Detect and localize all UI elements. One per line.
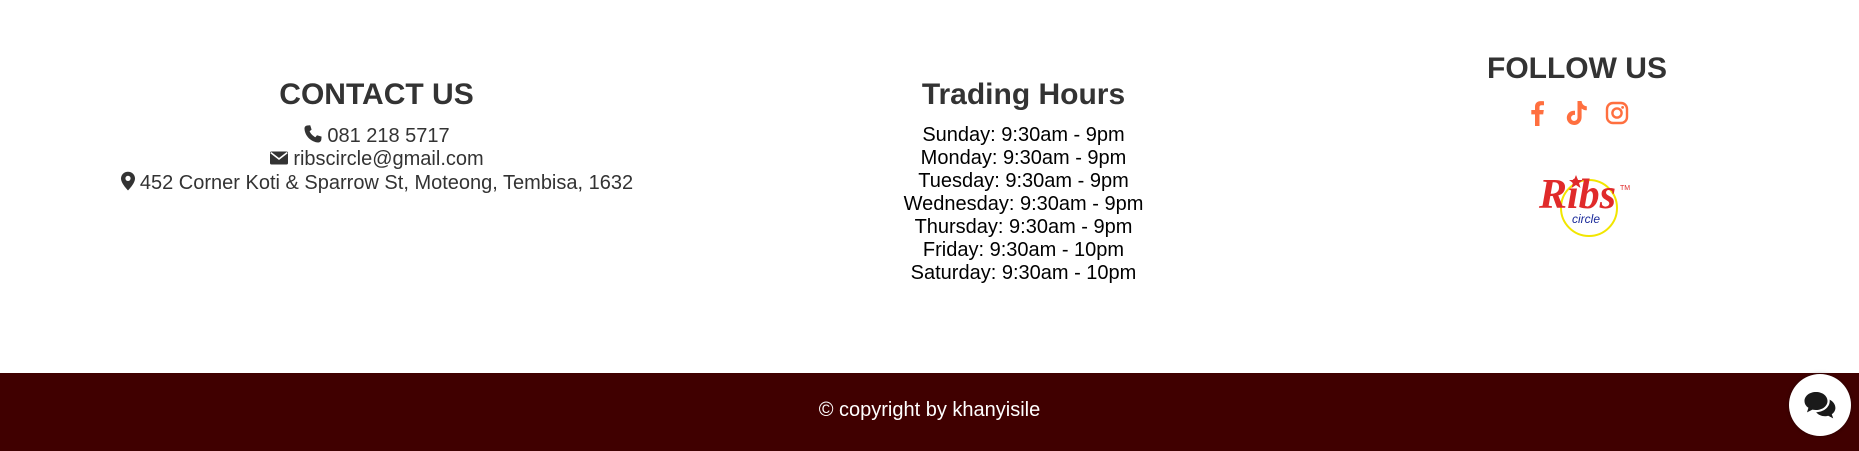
- contact-email: ribscircle@gmail.com: [293, 148, 484, 170]
- hours-line-thursday: Thursday: 9:30am - 9pm: [914, 216, 1133, 238]
- envelope-icon: [270, 151, 289, 165]
- follow-us-column: FOLLOW US: [1420, 52, 1734, 246]
- hours-line-saturday: Saturday: 9:30am - 10pm: [910, 262, 1137, 284]
- logo-star-icon: [1569, 175, 1583, 188]
- tiktok-icon: [1566, 101, 1587, 125]
- trading-hours-list: Sunday: 9:30am - 9pm Monday: 9:30am - 9p…: [860, 124, 1187, 285]
- map-marker-icon: [120, 171, 135, 191]
- ribs-circle-logo-image: Ribs circle TM: [1538, 172, 1630, 237]
- follow-us-title: FOLLOW US: [1487, 52, 1667, 85]
- contact-phone-line[interactable]: 081 218 5717: [100, 124, 653, 148]
- instagram-icon: [1605, 101, 1629, 125]
- ribs-circle-logo: Ribs circle TM: [1517, 156, 1637, 246]
- copyright-text: © copyright by khanyisile: [818, 399, 1041, 421]
- hours-line-sunday: Sunday: 9:30am - 9pm: [922, 124, 1125, 146]
- contact-column: CONTACT US 081 218 5717 ribscircle@gmail…: [100, 78, 653, 195]
- facebook-link[interactable]: [1524, 99, 1550, 127]
- chat-button[interactable]: [1789, 374, 1851, 436]
- contact-email-line[interactable]: ribscircle@gmail.com: [100, 148, 653, 171]
- hours-line-monday: Monday: 9:30am - 9pm: [920, 147, 1127, 169]
- hours-line-wednesday: Wednesday: 9:30am - 9pm: [903, 193, 1144, 215]
- facebook-icon: [1531, 101, 1544, 126]
- contact-title: CONTACT US: [279, 78, 474, 111]
- logo-trademark: TM: [1620, 185, 1630, 192]
- phone-icon: [304, 125, 322, 143]
- logo-sub: circle: [1572, 212, 1600, 226]
- contact-address: 452 Corner Koti & Sparrow St, Moteong, T…: [139, 172, 634, 194]
- trading-hours-title: Trading Hours: [921, 78, 1126, 111]
- trading-hours-column: Trading Hours Sunday: 9:30am - 9pm Monda…: [860, 78, 1187, 285]
- social-links: [1420, 98, 1734, 128]
- chat-bubbles-icon: [1804, 392, 1836, 419]
- contact-address-line: 452 Corner Koti & Sparrow St, Moteong, T…: [100, 171, 653, 195]
- tiktok-link[interactable]: [1564, 99, 1590, 127]
- hours-line-tuesday: Tuesday: 9:30am - 9pm: [918, 170, 1129, 192]
- hours-line-friday: Friday: 9:30am - 10pm: [922, 239, 1125, 261]
- contact-list: 081 218 5717 ribscircle@gmail.com 452 Co…: [100, 124, 653, 195]
- instagram-link[interactable]: [1604, 99, 1630, 127]
- footer-info-section: CONTACT US 081 218 5717 ribscircle@gmail…: [100, 52, 1734, 285]
- copyright-bar: © copyright by khanyisile: [0, 373, 1859, 451]
- contact-phone: 081 218 5717: [327, 125, 450, 147]
